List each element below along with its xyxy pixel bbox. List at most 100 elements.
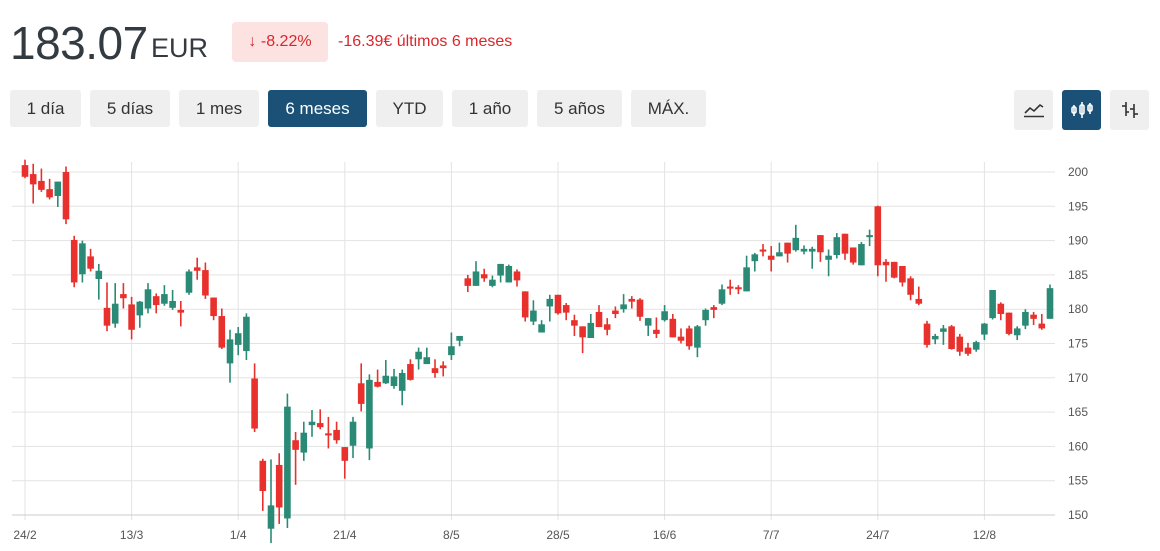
candle [940, 324, 947, 345]
line-chart-icon [1023, 103, 1044, 118]
candle [874, 205, 882, 277]
range-button[interactable]: 1 día [10, 90, 81, 127]
candle [423, 347, 431, 365]
candle-body [997, 303, 1005, 315]
change-percent: -8.22% [260, 33, 312, 50]
range-button[interactable]: 1 mes [179, 90, 259, 127]
candle-body [390, 376, 398, 387]
candle [677, 328, 685, 344]
candle-body [415, 351, 422, 360]
candle-body [316, 423, 324, 428]
candle-body [759, 249, 767, 252]
candle-body [653, 329, 660, 334]
price-value: 183.07 [10, 17, 148, 69]
candle-body [931, 335, 939, 340]
candlestick-chart-button[interactable] [1062, 90, 1101, 130]
candle [530, 300, 537, 325]
candle-body [603, 324, 611, 330]
candle [743, 255, 750, 292]
candle-body [366, 379, 373, 449]
change-text: -16.39€ últimos 6 meses [338, 33, 513, 50]
candle-body [899, 265, 906, 283]
candle [521, 291, 529, 322]
candle-body [218, 316, 226, 348]
candle [169, 289, 176, 310]
candle-body [308, 421, 316, 426]
candle [316, 409, 324, 430]
candle-body [87, 256, 94, 269]
candle [431, 359, 439, 378]
candle [505, 264, 513, 283]
candle [989, 289, 996, 320]
candle [595, 305, 603, 328]
candle [193, 257, 201, 280]
candle-body [571, 320, 578, 326]
candle-body [776, 252, 783, 257]
candle [776, 242, 783, 257]
candle [538, 320, 545, 333]
candle [562, 303, 570, 321]
x-tick-label: 16/6 [653, 528, 677, 542]
candle [948, 324, 955, 350]
candle-body [587, 322, 595, 339]
y-tick-label: 190 [1068, 234, 1088, 248]
candle [1005, 312, 1013, 336]
range-button[interactable]: 5 años [537, 90, 622, 127]
candle-body [1030, 314, 1037, 319]
candle [218, 308, 226, 349]
candle-body [464, 278, 472, 286]
candle [325, 416, 332, 449]
candle-body [808, 248, 816, 252]
candle [415, 347, 422, 370]
candle [202, 262, 209, 299]
candle [890, 261, 898, 279]
x-tick-label: 21/4 [333, 528, 357, 542]
candle [644, 318, 652, 336]
candle-body [29, 174, 37, 185]
candle-body [1038, 323, 1046, 329]
candle [333, 421, 340, 444]
candle [636, 298, 644, 321]
candle-body [1013, 328, 1021, 336]
candle-body [554, 294, 562, 314]
range-button[interactable]: MÁX. [631, 90, 706, 127]
candle [210, 297, 217, 321]
candle-body [325, 433, 332, 436]
candle-body [497, 263, 504, 276]
candle-body [513, 271, 521, 281]
candle-body [628, 298, 636, 302]
candle [300, 421, 308, 461]
candle [710, 305, 718, 319]
candle [177, 300, 185, 327]
candle-body [538, 324, 545, 333]
candle-body [669, 318, 677, 338]
candle-body [177, 309, 185, 313]
candle-body [300, 432, 308, 453]
ohlc-chart-button[interactable] [1110, 90, 1149, 130]
candle [808, 246, 816, 269]
candle-body [882, 261, 890, 266]
candle-body [1022, 311, 1029, 326]
line-chart-button[interactable] [1014, 90, 1053, 130]
candlestick-icon [1070, 102, 1093, 118]
range-button[interactable]: 6 meses [268, 90, 367, 127]
candle [464, 274, 472, 293]
range-button[interactable]: YTD [376, 90, 443, 127]
candlestick-chart: 150 155 160 165 170 175 180 185 190 195 200 24/2 13/… [12, 159, 1088, 544]
x-tick-label: 1/4 [230, 528, 247, 542]
candle-body [210, 297, 217, 317]
range-button[interactable]: 1 año [452, 90, 528, 127]
candle [497, 263, 504, 283]
candle [407, 359, 414, 381]
candle-body [726, 286, 734, 289]
candle-body [661, 311, 668, 321]
candle-body [989, 289, 996, 319]
candle [234, 327, 242, 356]
candle [489, 275, 496, 288]
candle-body [251, 378, 258, 429]
candle [349, 416, 357, 459]
candle-body [874, 206, 882, 266]
range-button[interactable]: 5 días [90, 90, 170, 127]
candle-body [702, 309, 709, 321]
candle [1030, 311, 1037, 325]
